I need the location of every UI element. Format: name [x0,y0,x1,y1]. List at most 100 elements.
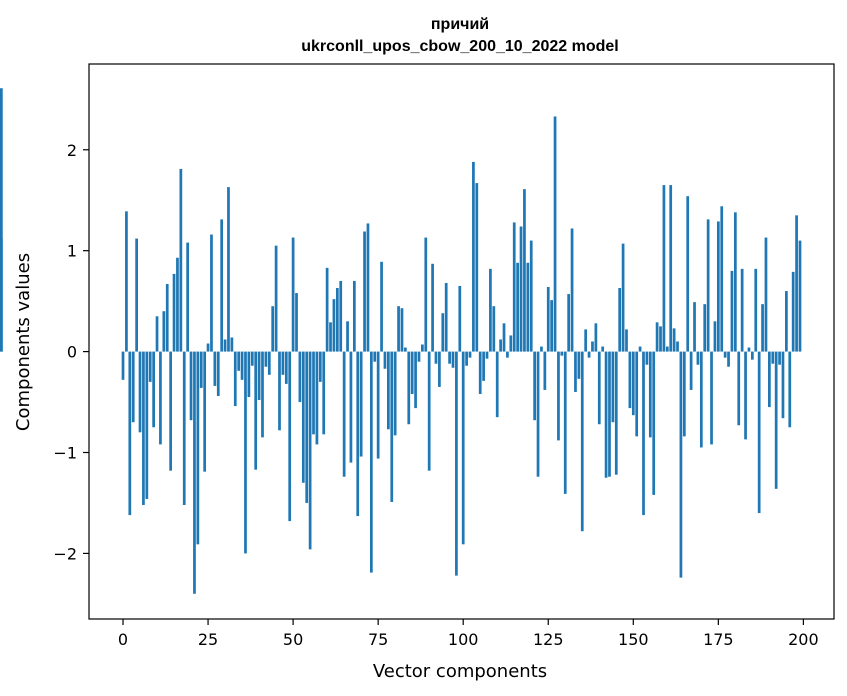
bar-99 [458,286,462,352]
x-tick-label: 100 [448,630,479,649]
plot-frame [88,63,835,620]
bar-159 [662,185,666,352]
bar-179 [730,270,734,352]
bar-197 [791,271,795,352]
bar-54 [305,351,309,503]
bar-133 [574,351,577,392]
bar-86 [414,351,417,409]
bar-87 [417,351,421,362]
bar-135 [580,351,584,532]
bar-12 [162,311,166,352]
bar-37 [247,351,251,397]
bar-184 [747,347,751,352]
x-tick-label: 200 [788,630,819,649]
bar-66 [346,321,349,352]
bar-29 [220,219,224,352]
bar-61 [329,322,332,352]
y-tick-label: 0 [67,343,77,362]
bar-1 [125,211,128,352]
bar-183 [744,351,747,440]
bar-121 [533,351,536,421]
bar-118 [523,189,526,352]
bar-103 [472,161,475,352]
bar-149 [628,351,632,409]
bar-146 [618,288,622,352]
bar-109 [492,306,496,352]
bar-24 [203,351,207,472]
bar-19 [186,242,190,352]
bar-98 [455,351,458,576]
bar-95 [444,282,448,352]
bar-7 [145,351,149,499]
bar-194 [781,351,785,419]
bar-2 [128,351,132,516]
bar-43 [267,351,271,375]
bar-132 [570,228,574,352]
bar-181 [737,351,741,426]
bar-175 [716,221,720,352]
bar-71 [363,231,366,352]
bar-186 [754,268,758,352]
bar-130 [563,351,567,494]
bar-93 [438,351,441,387]
bar-23 [199,351,203,388]
bar-137 [587,351,591,358]
bar-31 [227,187,230,352]
bar-40 [257,351,261,401]
bar-21 [193,351,196,594]
bar-127 [553,116,557,352]
bar-91 [431,263,434,352]
bar-0 [121,351,125,380]
bar-170 [699,351,703,448]
bar-series [0,88,802,594]
bar-77 [383,351,387,369]
bar-177 [723,351,727,358]
bar-158 [659,326,662,352]
x-tick-label: 25 [198,630,218,649]
chart-title-line1: причий [431,16,489,33]
bar-157 [655,322,659,352]
bar-120 [529,240,533,352]
bar-97 [451,351,455,368]
bar-145 [614,351,618,475]
bar-84 [407,351,411,425]
bar-139 [594,323,598,352]
bar-30 [223,339,227,352]
x-axis-ticks: 0 25 50 75 100 125 150 175 200 [118,619,819,649]
x-tick-label: 150 [618,630,649,649]
bar-196 [788,351,792,428]
bar-4 [135,238,138,352]
bar-102 [468,351,472,358]
bar-144 [611,351,615,423]
bar-6 [142,351,145,505]
bar-48 [284,351,288,384]
bar-116 [516,262,519,352]
y-tick-label: 2 [67,141,77,160]
bar-11 [159,351,162,445]
bar-88 [421,344,424,352]
bar-67 [349,351,353,463]
bar-16 [176,257,179,352]
bar-100 [461,351,465,545]
bar-167 [689,351,693,390]
bar-20 [189,351,193,421]
bar-154 [645,351,649,365]
bar-172 [706,219,710,352]
bar-128 [557,351,560,441]
bar-122 [536,351,540,477]
x-tick-label: 0 [118,630,128,649]
bar-55 [308,351,312,550]
bar-25 [206,343,210,352]
bar-34 [237,351,241,371]
bar-112 [502,323,506,352]
bar-3 [131,351,135,423]
bar-189 [764,237,768,352]
bar-136 [584,329,588,352]
bar-72 [366,223,370,352]
bar-52 [298,351,302,403]
bar-138 [591,341,594,352]
bar-96 [448,351,451,364]
bar-49 [288,351,292,522]
bar-27 [213,351,217,386]
bar-108 [489,268,492,352]
